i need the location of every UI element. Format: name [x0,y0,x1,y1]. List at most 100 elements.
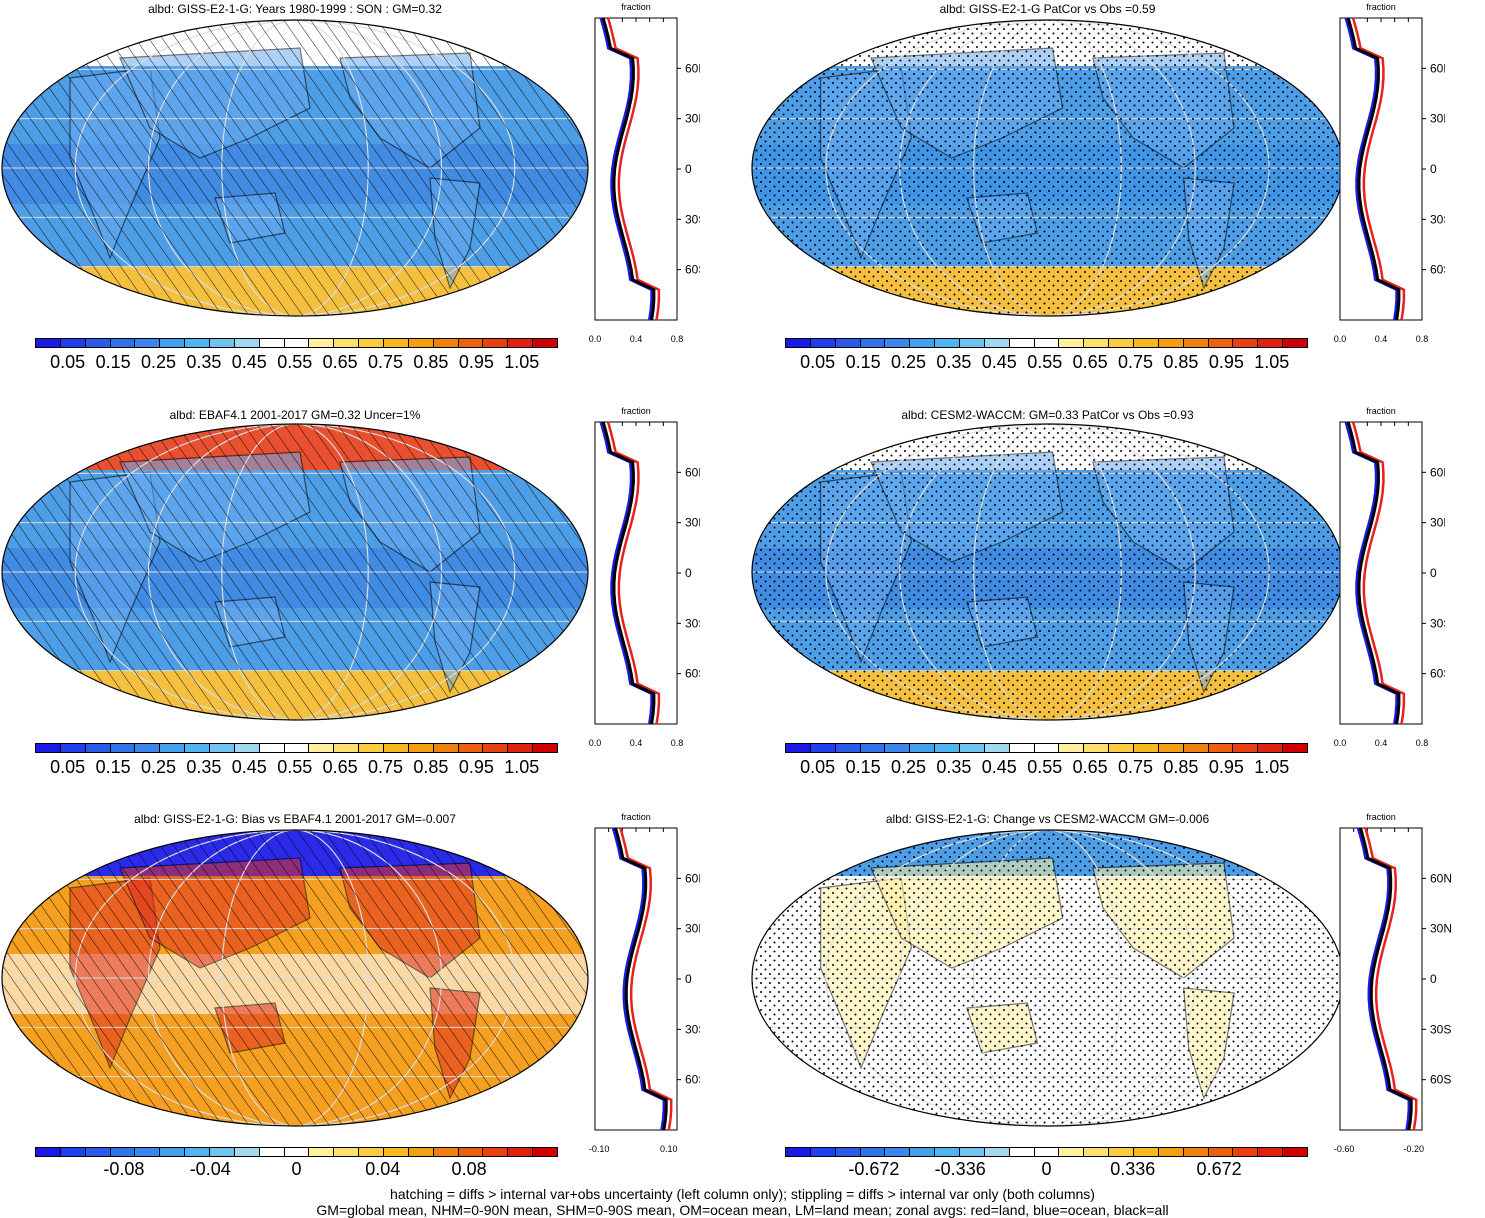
colorbar-swatch [1233,339,1259,347]
colorbar-swatch [135,744,161,752]
zonal-axis-label: fraction [1366,2,1396,12]
colorbar-swatch [910,744,936,752]
colorbar-label: 0.95 [458,352,494,372]
zonal-lat-label: 30N [1430,112,1445,126]
zonal-lat-label: 0 [685,566,692,580]
map-outline [1,19,589,317]
zonal-axis-label: fraction [621,406,651,416]
colorbar-swatch [110,744,136,752]
colorbar-swatch [85,744,111,752]
colorbar-label: 0.25 [890,757,927,777]
colorbar-swatch [458,744,484,752]
colorbar-swatch [160,1148,186,1156]
zonal-value-label: 0.8 [671,334,684,344]
zonal-value-label: 0.10 [660,1144,678,1154]
colorbar-label: -0.672 [848,1159,900,1179]
zonal-value-label: 0.8 [1416,738,1429,748]
colorbar-swatch [135,1148,161,1156]
zonal-lat-label: 30N [685,516,700,530]
zonal-lat-label: 60N [685,465,700,479]
colorbar-swatch [309,1148,335,1156]
zonal-value-label: 0.0 [589,334,602,344]
colorbar-swatch [1258,1148,1284,1156]
colorbar-labels-5: -0.08 -0.04 0 0.04 0.08 [35,1159,558,1181]
colorbar-swatch [359,1148,385,1156]
zonal-value-label: 0.4 [630,334,643,344]
colorbar-swatch [160,339,186,347]
hatching-overlay [2,20,588,316]
zonal-curve-ocean [1356,827,1411,1131]
colorbar-label: 0.35 [936,757,972,777]
colorbar-swatch [508,744,534,752]
colorbar-label: 0.85 [413,757,449,777]
colorbar-swatch [284,744,310,752]
colorbar-swatch [1109,339,1135,347]
colorbar-1 [35,338,558,348]
colorbar-label: 0.65 [322,757,358,777]
colorbar-swatch [1034,339,1060,347]
colorbar-5 [35,1147,558,1157]
zonal-lat-label: 30S [685,1022,700,1036]
zonal-lat-label: 30N [685,922,700,936]
colorbar-swatch [234,744,260,752]
colorbar-swatch [259,744,285,752]
colorbar-swatch [483,339,509,347]
colorbar-label: 0.55 [277,757,313,777]
zonal-lat-label: 60N [685,871,700,885]
colorbar-swatch [508,1148,534,1156]
colorbar-swatch [334,339,360,347]
colorbar-swatch [1109,744,1135,752]
stippling-overlay [752,20,1343,316]
zonal-plot-1: fraction 60N 30N 0 30S 60S 0.0 0.4 0.8 [589,2,700,344]
colorbar-swatch [1183,1148,1209,1156]
colorbar-swatch [1084,744,1110,752]
colorbar-swatch [885,1148,911,1156]
zonal-lat-label: 0 [1430,566,1437,580]
colorbar-swatch [185,339,211,347]
colorbar-swatch [210,339,235,347]
colorbar-swatch [1158,744,1184,752]
colorbar-label: 0.65 [322,352,358,372]
zonal-value-label: -0.60 [1334,1144,1355,1154]
colorbar-label: 0.05 [50,352,86,372]
colorbar-label: 0.45 [981,757,1017,777]
colorbar-swatch [835,1148,861,1156]
colorbar-swatch [384,339,409,347]
zonal-lat-label: 30N [685,112,700,126]
colorbar-label: 0.672 [1196,1159,1242,1179]
colorbar-swatch [1258,339,1284,347]
colorbar-swatch [885,339,911,347]
zonal-lat-label: 30S [1430,212,1445,226]
panel-title-6: albd: GISS-E2-1-G: Change vs CESM2-WACCM… [885,812,1210,826]
colorbar-swatch [810,339,836,347]
map-outline [1,423,589,721]
colorbar-swatch [408,744,434,752]
colorbar-swatch [1109,1148,1135,1156]
zonal-value-label: 0.0 [1334,738,1347,748]
colorbar-label: -0.08 [103,1159,145,1179]
zonal-lat-label: 0 [685,972,692,986]
panel-title-2: albd: GISS-E2-1-G PatCor vs Obs =0.59 [939,2,1156,16]
colorbar-swatch [1134,744,1159,752]
colorbar-swatch [36,339,61,347]
colorbar-label: 0 [291,1159,302,1179]
colorbar-swatch [135,339,161,347]
colorbar-label: 0.336 [1110,1159,1156,1179]
zonal-plot-2: fraction 60N 30N 0 30S 60S 0.0 0.4 0.8 [1334,2,1445,344]
colorbar-swatch [1059,1148,1085,1156]
zonal-lat-label: 0 [1430,162,1437,176]
zonal-frame [1339,827,1423,1131]
colorbar-swatch [1059,339,1085,347]
zonal-lat-label: 60S [1430,1073,1451,1087]
colorbar-label: 0.15 [95,352,131,372]
colorbar-swatch [110,339,136,347]
colorbar-label: 0.85 [1163,352,1199,372]
colorbar-swatch [160,744,186,752]
zonal-value-label: 0.0 [1334,334,1347,344]
colorbar-label: 0.35 [186,757,222,777]
colorbar-swatch [458,339,484,347]
colorbar-swatch [334,744,360,752]
zonal-curve-land [1351,421,1406,725]
colorbar-label: 0.55 [1027,352,1063,372]
colorbar-label: 0.08 [451,1159,487,1179]
